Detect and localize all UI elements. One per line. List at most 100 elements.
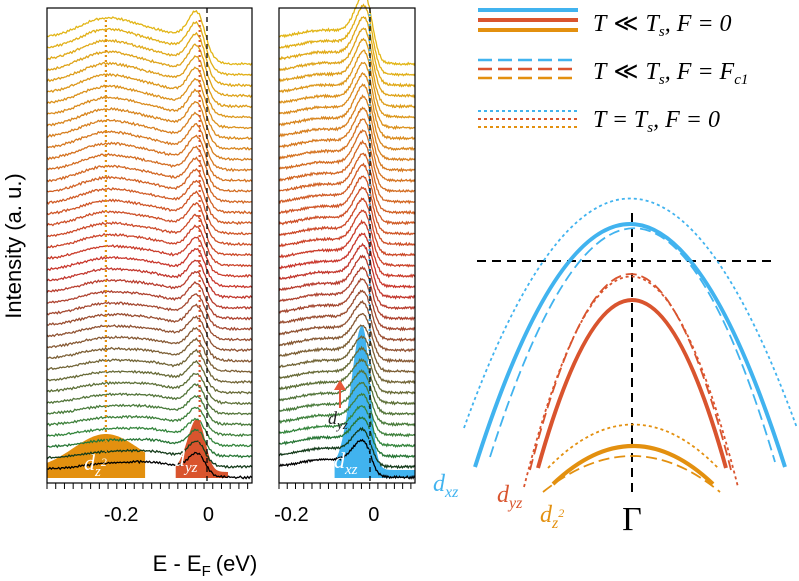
edc-curve (278, 426, 416, 470)
edc-curve (278, 186, 416, 247)
legend-solid-swatch (478, 8, 578, 32)
legend: T ≪ Ts, F = 0 T ≪ Ts, F = Fc1 T = Ts, F = 0 (478, 8, 748, 136)
fill-label-dz2: dz2 (84, 450, 107, 480)
edc-curve (46, 348, 253, 385)
edc-curve (278, 254, 416, 311)
edc-curve (46, 394, 253, 427)
edc-curve (46, 406, 253, 438)
edc-curve (278, 369, 416, 416)
edc-curve (46, 156, 253, 205)
edc-curve (278, 381, 416, 427)
edc-curve (46, 359, 253, 395)
edc-curve (278, 118, 416, 183)
band-label-dyz: dyz (497, 482, 523, 512)
edc-curve (278, 232, 416, 290)
edc-curve (46, 190, 253, 236)
edc-curve (278, 209, 416, 268)
edc-curve (278, 128, 416, 194)
arrow-label-dyz: dyz (328, 408, 348, 432)
edc-curve (46, 122, 253, 173)
edc-curve (46, 134, 253, 183)
legend-solid-text: T ≪ Ts, F = 0 (593, 11, 732, 40)
edc-curve (278, 416, 416, 459)
edc-curve (278, 197, 416, 257)
edc-curve (46, 66, 253, 119)
x-tick-label: 0 (203, 504, 214, 526)
edc-curve (46, 213, 253, 257)
x-tick-label: -0.2 (104, 504, 138, 526)
band-dxz-dotted (463, 197, 798, 429)
legend-dashed-swatch (478, 58, 578, 80)
band-dz2-solid (551, 444, 715, 486)
edc-curve (46, 259, 253, 300)
edc-curve (278, 162, 416, 226)
x-tick-label: -0.2 (274, 504, 308, 526)
edc-curve (278, 139, 416, 205)
legend-dotted-swatch (478, 110, 578, 128)
fill-dxz (334, 325, 415, 478)
edc-curve (278, 242, 416, 300)
band-diagram: dxz dyz dz2 Γ (433, 197, 798, 538)
edc-curve (46, 451, 253, 480)
edc-curve (46, 201, 253, 246)
edc-curve (278, 3, 416, 77)
x-axis-label: E - EF (eV) (153, 551, 258, 580)
edc-curve (46, 88, 253, 141)
edc-curve (46, 417, 253, 448)
edc-curve (278, 152, 416, 215)
edc-curve (46, 224, 253, 268)
edc-curve (46, 31, 253, 88)
edc-curve (278, 357, 416, 406)
edc-curve (278, 0, 416, 67)
legend-dotted-text: T = Ts, F = 0 (593, 107, 720, 136)
edc-curve (278, 289, 416, 343)
edc-panel-right: -0.2 0 dxz dyz (274, 0, 416, 526)
edc-curve (278, 37, 416, 109)
edc-curve (46, 179, 253, 226)
edc-curve (278, 299, 416, 353)
edc-curve (46, 145, 253, 193)
edc-curve (278, 312, 416, 364)
edc-curve (46, 303, 253, 342)
edc-curve (278, 392, 416, 438)
right-panel-frame (278, 7, 416, 484)
band-dz2-dashed (542, 455, 721, 493)
edc-curve (278, 15, 416, 88)
edc-curve (278, 83, 416, 152)
edc-curve (46, 293, 253, 332)
edc-curve (278, 175, 416, 236)
edc-curve (278, 61, 416, 131)
edc-curve (278, 438, 416, 480)
edc-curve (47, 337, 253, 374)
edc-curve (46, 247, 253, 289)
fill-label-dyz: dyz (174, 446, 198, 476)
gamma-label: Γ (622, 501, 642, 538)
edc-curve (278, 94, 416, 162)
edc-curve (46, 236, 253, 279)
edc-curve (278, 277, 416, 332)
edc-curve (278, 106, 416, 173)
band-label-dz2: dz2 (540, 502, 564, 532)
dyz-arrow-head (334, 380, 346, 390)
edc-curve (278, 345, 416, 395)
left-panel-frame (46, 7, 253, 484)
band-dz2-dotted (547, 423, 719, 469)
edc-curve (46, 9, 253, 66)
edc-curve (46, 100, 253, 151)
edc-curve (46, 372, 253, 406)
edc-curve (278, 27, 416, 99)
band-dyz-solid (536, 298, 728, 469)
edc-curve (46, 167, 253, 215)
band-label-dxz: dxz (433, 471, 459, 501)
edc-curve (278, 324, 416, 374)
edc-curve (46, 77, 253, 130)
edc-curve (46, 281, 253, 321)
band-dyz-dashed (529, 273, 732, 471)
edc-curve (46, 383, 253, 416)
edc-curve (46, 43, 253, 99)
band-dyz-dotted (523, 275, 739, 488)
edc-curve (278, 405, 416, 448)
edc-panel-left: -0.2 0 dz2 dyz (46, 7, 253, 526)
x-tick-label: 0 (368, 504, 379, 526)
